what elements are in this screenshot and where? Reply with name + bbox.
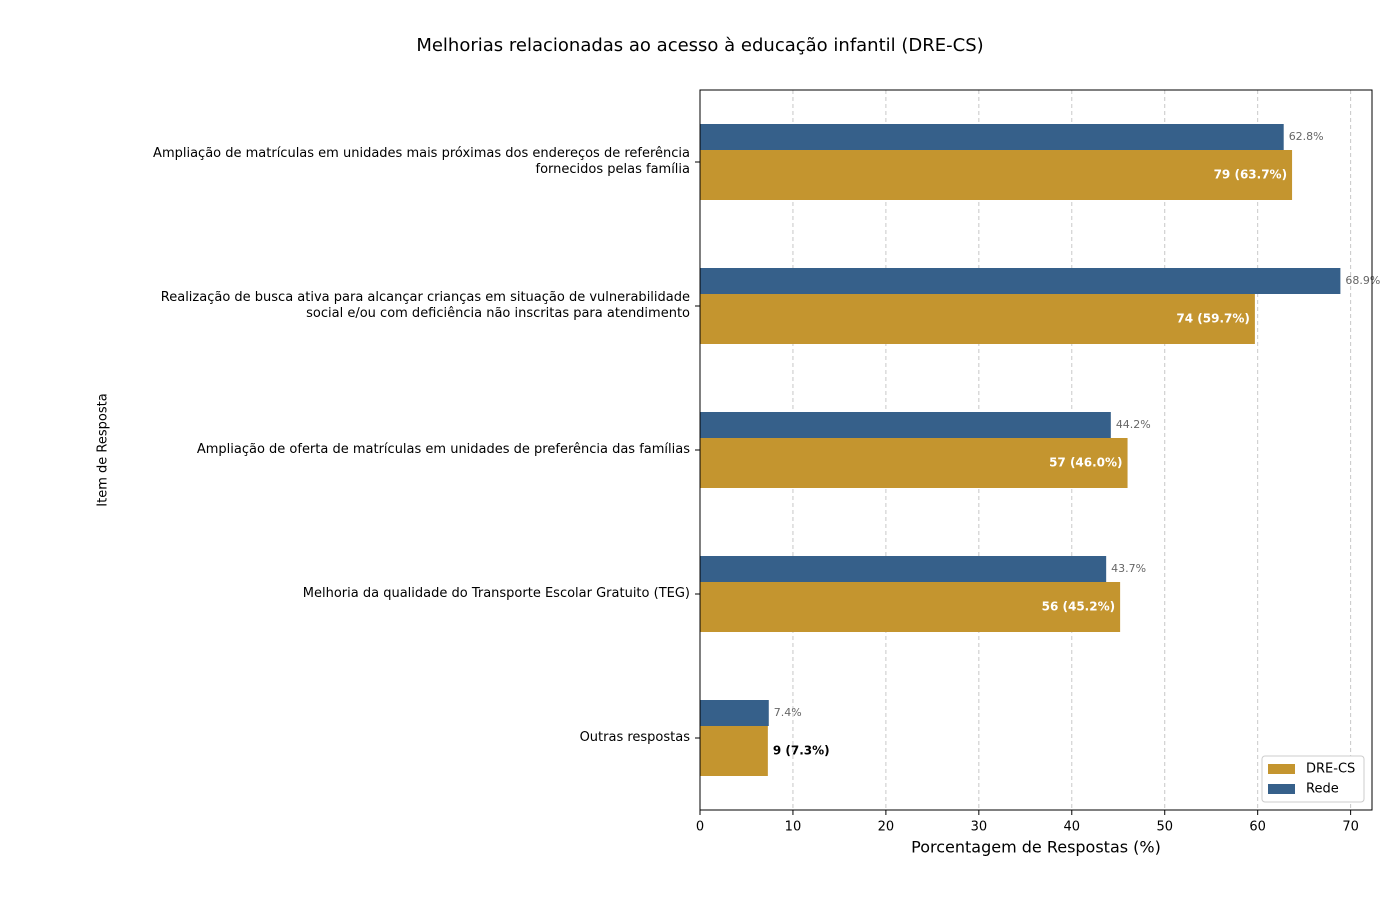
bar xyxy=(700,726,768,776)
y-tick-label: Ampliação de oferta de matrículas em uni… xyxy=(196,442,690,457)
y-tick-label: Melhoria da qualidade do Transporte Esco… xyxy=(302,586,690,601)
value-label: 79 (63.7%) xyxy=(1214,168,1287,182)
x-tick-label: 0 xyxy=(696,820,704,835)
bar xyxy=(700,582,1121,632)
value-label: 62.8% xyxy=(1289,130,1324,143)
bar xyxy=(700,124,1284,150)
value-label: 44.2% xyxy=(1116,418,1151,431)
value-label: 56 (45.2%) xyxy=(1042,600,1115,614)
legend-swatch xyxy=(1268,764,1295,774)
bar xyxy=(700,556,1107,582)
y-tick-label: Outras respostas xyxy=(579,730,690,745)
y-tick-label: Ampliação de matrículas em unidades mais… xyxy=(153,146,690,177)
value-label: 68.9% xyxy=(1345,274,1380,287)
value-label: 43.7% xyxy=(1111,562,1146,575)
plot-frame xyxy=(699,89,1373,811)
x-tick-label: 50 xyxy=(1156,820,1173,835)
value-label: 7.4% xyxy=(774,706,802,719)
legend-swatch xyxy=(1268,784,1295,794)
x-tick-label: 30 xyxy=(971,820,988,835)
x-tick-label: 20 xyxy=(878,820,895,835)
value-label: 74 (59.7%) xyxy=(1176,312,1249,326)
bar xyxy=(700,268,1341,294)
bar xyxy=(700,438,1128,488)
x-tick-label: 60 xyxy=(1249,820,1266,835)
y-tick-label: Realização de busca ativa para alcançar … xyxy=(160,290,690,321)
legend: DRE-CS Rede xyxy=(1261,755,1365,803)
value-label: 57 (46.0%) xyxy=(1049,456,1122,470)
bar xyxy=(700,150,1293,200)
x-tick-label: 70 xyxy=(1342,820,1359,835)
bar xyxy=(700,294,1255,344)
y-axis-label: Item de Resposta xyxy=(96,393,111,506)
x-axis-label: Porcentagem de Respostas (%) xyxy=(911,838,1161,857)
value-label: 9 (7.3%) xyxy=(773,744,830,758)
x-tick-label: 40 xyxy=(1064,820,1081,835)
x-tick-label: 10 xyxy=(785,820,802,835)
legend-label: DRE-CS xyxy=(1306,762,1355,777)
legend-label: Rede xyxy=(1306,782,1339,797)
chart-title: Melhorias relacionadas ao acesso à educa… xyxy=(416,35,983,56)
bar xyxy=(700,700,769,726)
bar xyxy=(700,412,1111,438)
